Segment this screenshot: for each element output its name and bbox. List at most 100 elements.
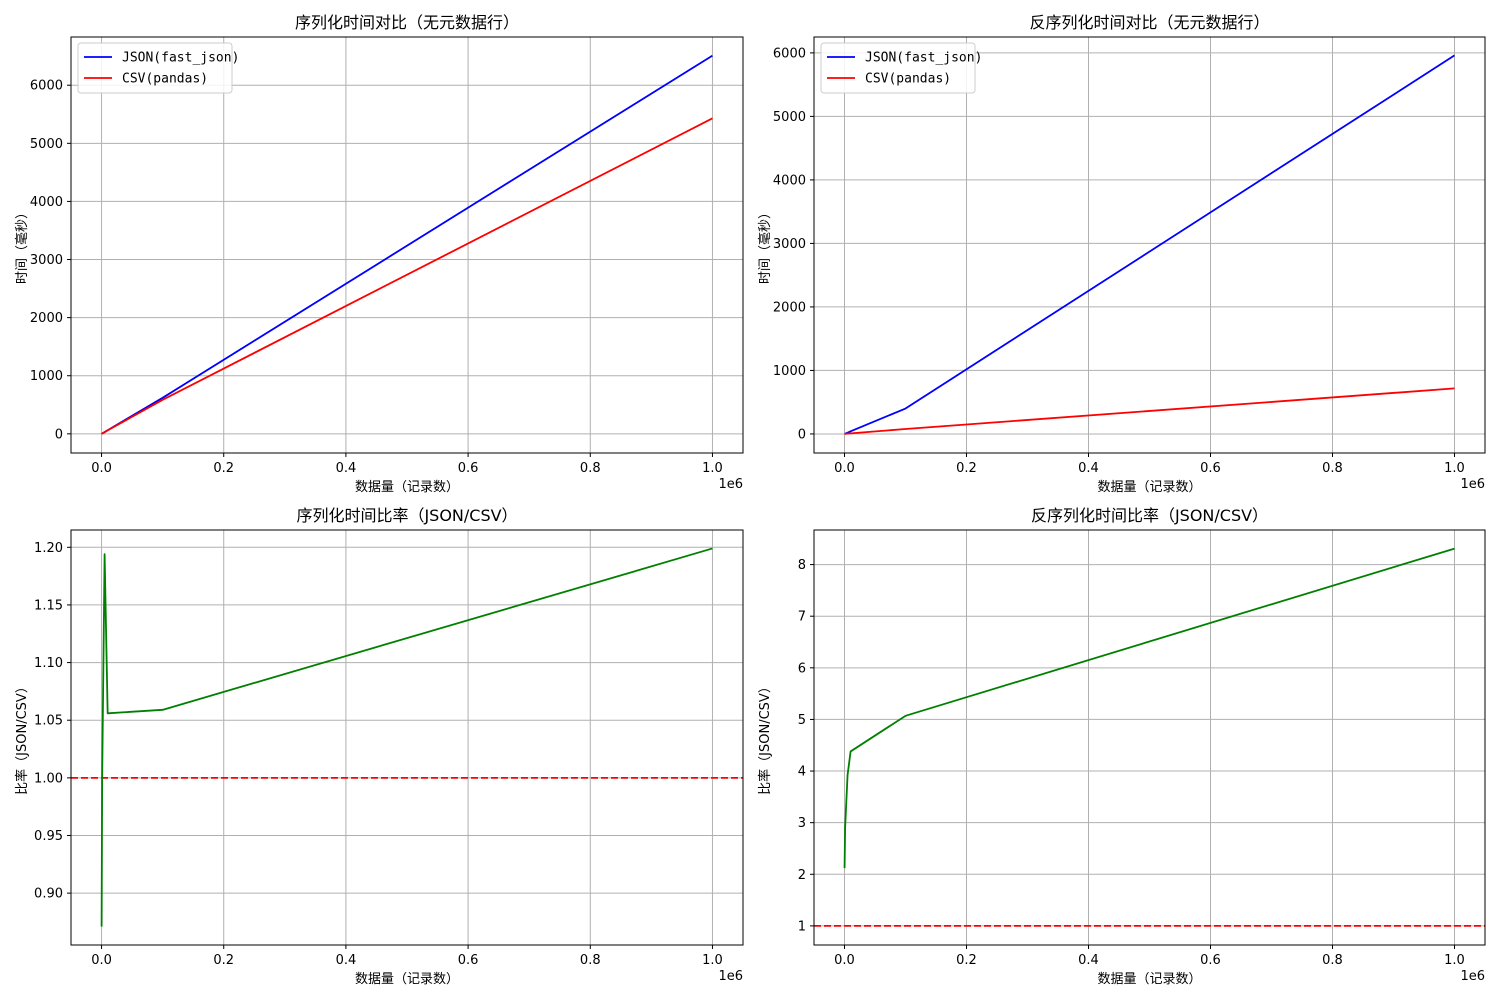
- grid: [814, 37, 1485, 453]
- x-tick-label: 0.4: [1078, 953, 1099, 968]
- chart-panel-serialize-ratio: 0.0 0.2 0.4 0.6 0.8 1.0 0.90 0.95 1.00 1.05 1.10 1.…: [14, 506, 744, 987]
- x-offset-label: 1e6: [1460, 477, 1485, 492]
- x-tick-label: 0.6: [1200, 461, 1221, 476]
- legend-label: JSON(fast_json): [122, 51, 239, 66]
- x-tick-label: 0.6: [1200, 953, 1221, 968]
- y-tick-label: 2000: [30, 311, 63, 326]
- x-tick-label: 0.0: [834, 953, 855, 968]
- x-tick-label: 0.2: [213, 953, 234, 968]
- x-tick-label: 0.6: [458, 953, 479, 968]
- x-tick-label: 1.0: [702, 461, 723, 476]
- y-tick-label: 3000: [773, 237, 806, 252]
- x-tick-label: 0.2: [956, 953, 977, 968]
- series-group: [100, 547, 713, 927]
- y-tick-label: 6000: [30, 79, 63, 94]
- x-axis-label: 数据量（记录数）: [1097, 972, 1201, 987]
- x-axis-label: 数据量（记录数）: [355, 972, 459, 987]
- series-line: [843, 547, 1455, 869]
- grid: [814, 530, 1485, 945]
- chart-panel-deserialize-time: 0.0 0.2 0.4 0.6 0.8 1.0 0 1000 2000 3000 4000 5000 6…: [757, 13, 1486, 495]
- x-tick-label: 0.0: [834, 461, 855, 476]
- series-line: [100, 547, 713, 927]
- y-tick-label: 7: [798, 610, 806, 625]
- x-tick-label: 0.8: [580, 461, 601, 476]
- y-tick-label: 6: [798, 661, 806, 676]
- y-tick-label: 1.00: [34, 771, 63, 786]
- chart-panel-serialize-time: 0.0 0.2 0.4 0.6 0.8 1.0 0 1000 2000 3000 4000 5000 6…: [14, 13, 744, 495]
- legend-label: CSV(pandas): [122, 72, 208, 87]
- y-tick-label: 2000: [773, 300, 806, 315]
- x-tick-label: 1.0: [1444, 953, 1465, 968]
- y-tick-label: 4000: [30, 195, 63, 210]
- y-tick-label: 4000: [773, 173, 806, 188]
- series-line: [844, 54, 1455, 435]
- y-tick-label: 0.90: [34, 887, 63, 902]
- ticks: 0.0 0.2 0.4 0.6 0.8 1.0 0 1000 2000 3000 4000 5000 6…: [773, 46, 1465, 476]
- x-offset-label: 1e6: [718, 969, 743, 984]
- axes-frame: [813, 529, 1486, 946]
- y-tick-label: 0.95: [34, 829, 63, 844]
- chart-title: 反序列化时间比率（JSON/CSV）: [1031, 506, 1268, 525]
- legend-frame: [77, 42, 233, 94]
- chart-title: 序列化时间对比（无元数据行）: [295, 13, 519, 32]
- ticks: 0.0 0.2 0.4 0.6 0.8 1.0 0.90 0.95 1.00 1.05 1.10 1.…: [34, 541, 723, 968]
- legend-label: JSON(fast_json): [865, 51, 982, 66]
- y-axis-label: 时间（毫秒）: [14, 206, 30, 284]
- y-tick-label: 0: [55, 427, 63, 442]
- x-tick-label: 0.8: [1322, 461, 1343, 476]
- series-line: [101, 117, 713, 435]
- y-tick-label: 1000: [773, 364, 806, 379]
- legend: JSON(fast_json) CSV(pandas): [820, 42, 982, 94]
- y-tick-label: 3000: [30, 253, 63, 268]
- y-tick-label: 5: [798, 713, 806, 728]
- y-axis-label: 比率（JSON/CSV）: [14, 680, 30, 795]
- y-tick-label: 0: [798, 427, 806, 442]
- y-axis-label: 时间（毫秒）: [757, 206, 773, 284]
- x-tick-label: 1.0: [1444, 461, 1465, 476]
- y-tick-label: 8: [798, 558, 806, 573]
- x-tick-label: 0.4: [336, 953, 357, 968]
- grid: [71, 530, 743, 945]
- series-group: [844, 54, 1455, 435]
- y-tick-label: 1: [798, 919, 806, 934]
- y-tick-label: 3: [798, 816, 806, 831]
- series-line: [101, 54, 713, 435]
- x-tick-label: 0.4: [1078, 461, 1099, 476]
- x-tick-label: 1.0: [702, 953, 723, 968]
- y-tick-label: 1.15: [34, 598, 63, 613]
- series-line: [844, 387, 1455, 435]
- chart-title: 序列化时间比率（JSON/CSV）: [296, 506, 517, 525]
- y-axis-label: 比率（JSON/CSV）: [757, 680, 773, 795]
- y-tick-label: 1.05: [34, 714, 63, 729]
- x-tick-label: 0.4: [336, 461, 357, 476]
- x-tick-label: 0.8: [1322, 953, 1343, 968]
- y-tick-label: 6000: [773, 46, 806, 61]
- ticks: 0.0 0.2 0.4 0.6 0.8 1.0 0 1000 2000 3000 4000 5000 6…: [30, 79, 723, 476]
- x-tick-label: 0.8: [580, 953, 601, 968]
- y-tick-label: 1000: [30, 369, 63, 384]
- x-axis-label: 数据量（记录数）: [355, 480, 459, 495]
- x-tick-label: 0.2: [213, 461, 234, 476]
- series-group: [101, 54, 713, 435]
- x-offset-label: 1e6: [1460, 969, 1485, 984]
- series-group: [843, 547, 1455, 869]
- y-tick-label: 1.20: [34, 541, 63, 556]
- legend-frame: [820, 42, 976, 94]
- y-tick-label: 2: [798, 868, 806, 883]
- x-tick-label: 0.0: [91, 953, 112, 968]
- x-axis-label: 数据量（记录数）: [1097, 480, 1201, 495]
- x-offset-label: 1e6: [718, 477, 743, 492]
- y-tick-label: 5000: [30, 137, 63, 152]
- legend-label: CSV(pandas): [865, 72, 951, 87]
- ticks: 0.0 0.2 0.4 0.6 0.8 1.0 1 2 3 4 5 6 7 8: [798, 558, 1465, 968]
- y-tick-label: 4: [798, 765, 806, 780]
- grid: [71, 37, 743, 453]
- chart-panel-deserialize-ratio: 0.0 0.2 0.4 0.6 0.8 1.0 1 2 3 4 5 6 7 8 反序列化时间比率（JSON…: [757, 506, 1486, 987]
- x-tick-label: 0.2: [956, 461, 977, 476]
- x-tick-label: 0.0: [91, 461, 112, 476]
- axes-frame: [70, 529, 744, 946]
- axes-frame: [70, 36, 744, 454]
- axes-frame: [813, 36, 1486, 454]
- x-tick-label: 0.6: [458, 461, 479, 476]
